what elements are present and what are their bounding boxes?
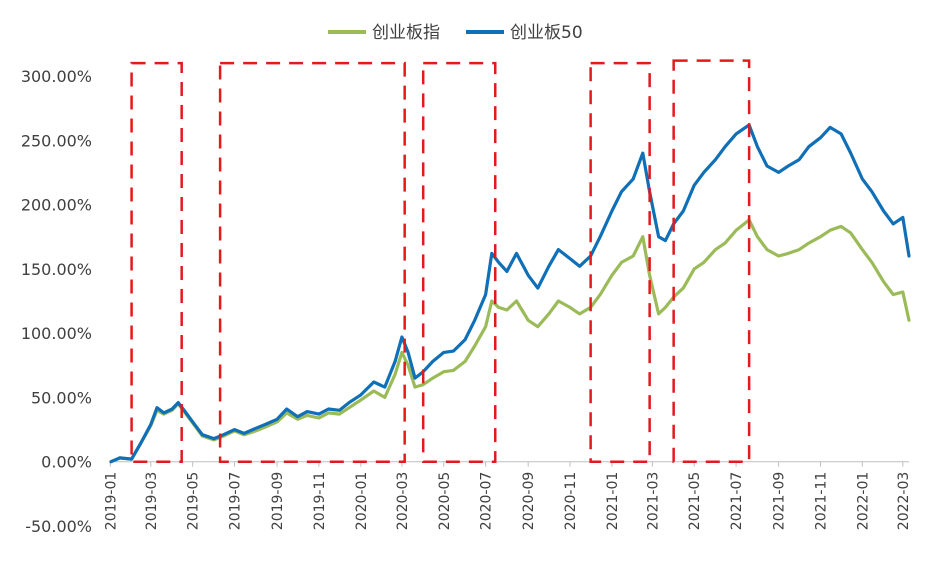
x-tick-label: 2022-01 <box>855 472 871 531</box>
y-tick-label: 200.00% <box>21 196 92 215</box>
x-tick-label: 2019-05 <box>186 472 202 531</box>
x-tick-label: 2019-01 <box>103 472 119 531</box>
series-layer <box>109 123 911 464</box>
annotation-layer <box>130 59 751 463</box>
x-tick-label: 2020-01 <box>354 472 370 531</box>
x-tick-label: 2020-03 <box>395 472 411 531</box>
y-tick-label: 250.00% <box>21 131 92 150</box>
x-tick-label: 2019-11 <box>312 472 328 531</box>
legend: 创业板指 创业板50 <box>328 23 583 43</box>
x-axis: 2019-01 2019-03 2019-05 2019-07 2019-09 2019-… <box>103 461 912 531</box>
y-tick-label: 150.00% <box>21 260 92 279</box>
x-tick-label: 2021-07 <box>729 472 745 531</box>
highlight-box <box>130 61 183 463</box>
x-tick-label: 2021-01 <box>605 472 621 531</box>
highlight-box <box>672 59 751 463</box>
highlight-box <box>218 61 406 463</box>
x-tick-label: 2020-09 <box>521 472 537 531</box>
x-tick-label: 2020-11 <box>563 472 579 531</box>
legend-label-1: 创业板指 <box>372 23 440 43</box>
x-tick-label: 2019-07 <box>228 472 244 531</box>
y-tick-label: -50.00% <box>25 517 92 536</box>
x-tick-label: 2022-03 <box>896 472 912 531</box>
highlight-box <box>421 61 497 463</box>
series-line-2 <box>109 123 911 464</box>
series-line-1 <box>109 218 911 464</box>
legend-label-2: 创业板50 <box>510 23 583 43</box>
x-tick-label: 2020-07 <box>479 472 495 531</box>
x-tick-label: 2021-11 <box>813 472 829 531</box>
x-tick-label: 2019-03 <box>144 472 160 531</box>
x-tick-label: 2019-09 <box>270 472 286 531</box>
x-tick-label: 2021-03 <box>645 472 661 531</box>
y-tick-label: 0.00% <box>41 453 92 472</box>
x-tick-label: 2021-09 <box>772 472 788 531</box>
y-tick-label: 300.00% <box>21 67 92 86</box>
x-tick-label: 2021-05 <box>687 472 703 531</box>
y-tick-label: 50.00% <box>31 388 92 407</box>
x-tick-label: 2020-05 <box>437 472 453 531</box>
y-tick-label: 100.00% <box>21 324 92 343</box>
highlight-box <box>589 61 651 463</box>
y-axis: 300.00% 250.00% 200.00% 150.00% 100.00% 50.00… <box>21 67 92 536</box>
